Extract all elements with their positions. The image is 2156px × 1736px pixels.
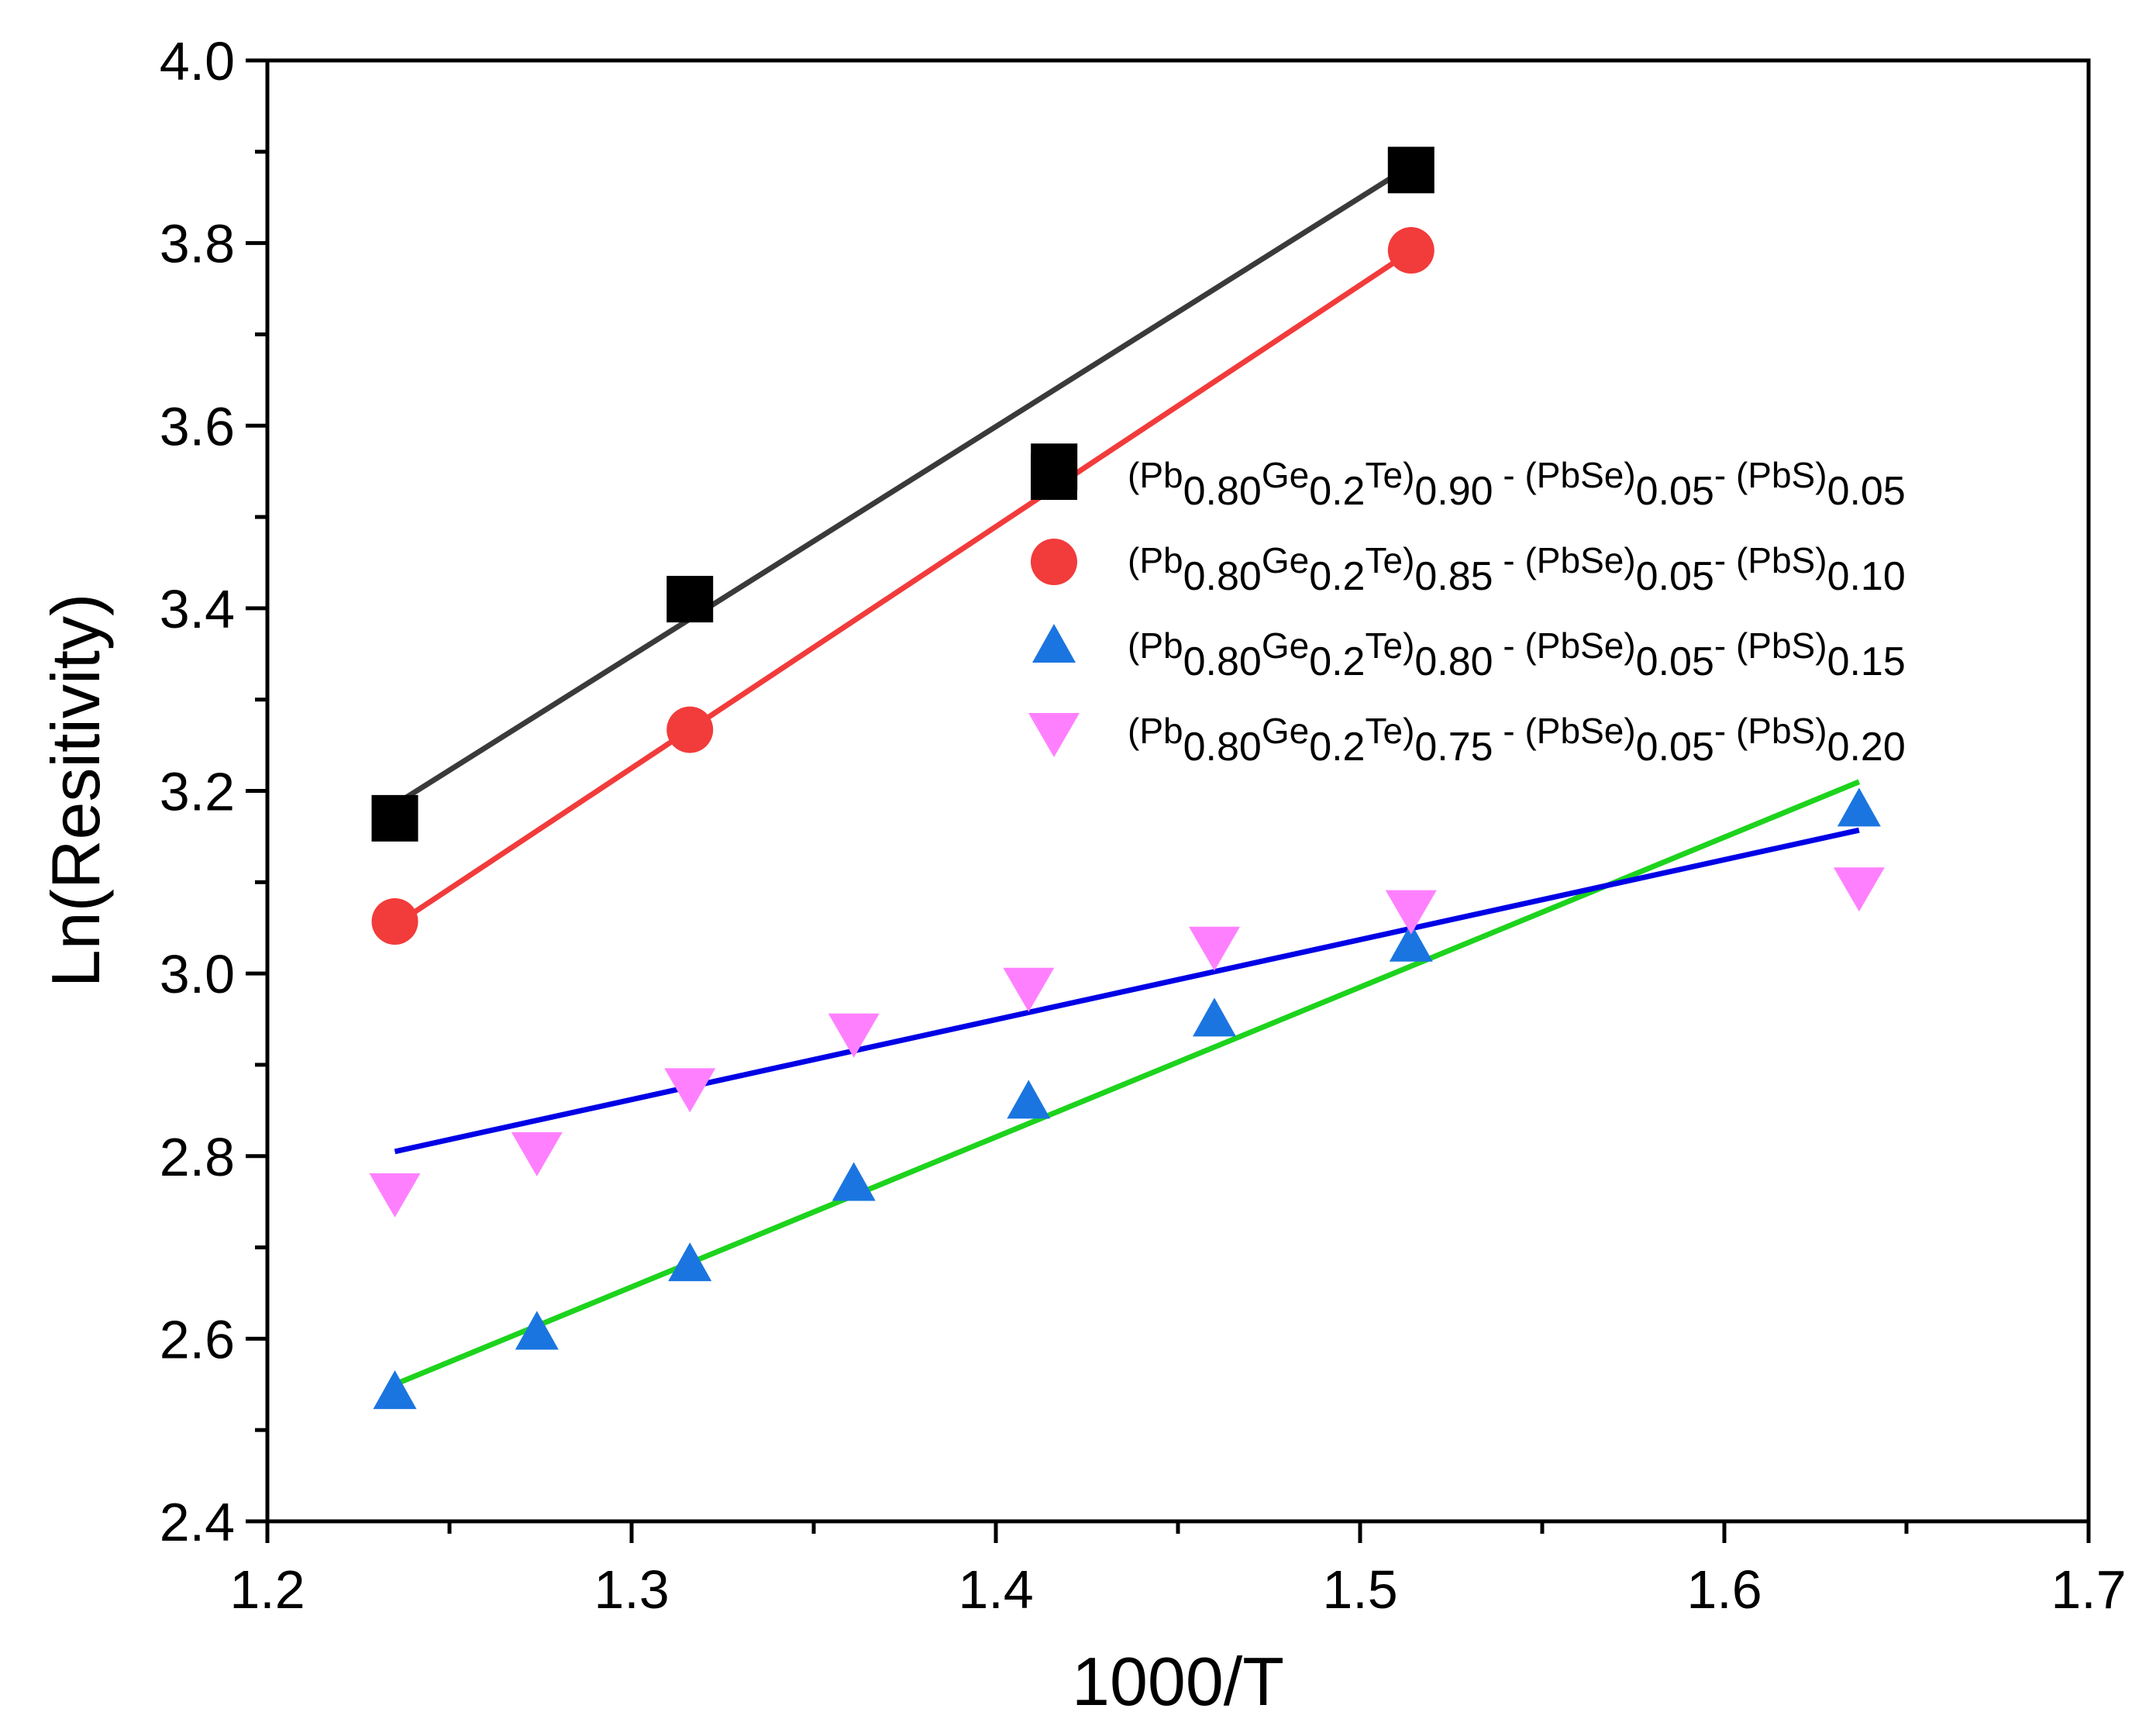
legend-text-part: - (PbSe) [1493,711,1636,751]
fit-line-1 [393,163,1413,808]
fit-lines [393,163,1861,1387]
legend-text-part: (Pb [1128,711,1183,751]
x-tick-label: 1.4 [958,1559,1033,1620]
legend-text-part: (Pb [1128,455,1183,495]
y-tick-label: 2.8 [160,1127,235,1187]
series-3-point [515,1311,559,1350]
fit-line-4 [394,827,1860,1155]
legend-marker-3 [1032,624,1076,663]
legend-subscript: 0.85 [1414,554,1493,599]
series-2-point [666,706,714,753]
legend-text-part: Ge [1262,711,1309,751]
series-4-point [664,1068,716,1113]
legend-subscript: 0.15 [1827,639,1906,684]
legend-subscript: 0.90 [1414,469,1493,514]
legend-subscript: 0.80 [1414,639,1493,684]
legend-subscript: 0.2 [1309,639,1365,684]
legend-text-part: - (PbSe) [1493,455,1636,495]
legend-text-part: Te) [1365,625,1414,666]
legend-marker-1 [1031,453,1077,500]
legend-text-part: - (PbS) [1714,540,1827,580]
legend-text-part: Te) [1365,455,1414,495]
legend-text-part: (Pb [1128,540,1183,580]
legend-subscript: 0.80 [1183,554,1262,599]
axis-ticks [246,58,2091,1543]
legend-subscript: 0.20 [1827,725,1906,770]
legend-marker-2 [1031,539,1077,585]
legend-subscript: 0.05 [1636,725,1714,770]
x-tick-label: 1.5 [1322,1559,1397,1620]
x-axis-title: 1000/T [1072,1643,1284,1720]
series-4-point [1833,867,1885,912]
fit-line-2 [393,249,1413,928]
legend-subscript: 0.75 [1414,725,1493,770]
series-3-point [1389,922,1433,962]
series-3-point [668,1242,712,1282]
legend-subscript: 0.2 [1309,554,1365,599]
x-tick-label: 1.6 [1686,1559,1762,1620]
legend-subscript: 0.2 [1309,725,1365,770]
legend-label-1: (Pb0.80Ge0.2Te)0.90 - (PbSe)0.05- (PbS)0… [1128,455,1906,514]
y-tick-label: 3.4 [160,579,235,639]
legend-marker-4 [1028,713,1080,757]
legend-subscript: 0.2 [1309,469,1365,514]
legend-text-part: (Pb [1128,625,1183,666]
legend-subscript: 0.80 [1183,469,1262,514]
legend-text-part: Te) [1365,711,1414,751]
x-tick-label: 1.2 [229,1559,305,1620]
series-4-point [828,1013,880,1058]
legend-subscript: 0.80 [1183,639,1262,684]
x-tick-label: 1.3 [594,1559,669,1620]
legend-text-part: Ge [1262,540,1309,580]
series-3-point [1837,787,1881,827]
series-4-point [1385,890,1437,935]
legend-subscript: 0.05 [1636,554,1714,599]
series-2-point [371,897,418,945]
series-3-point [832,1162,876,1201]
legend-text-part: - (PbS) [1714,455,1827,495]
series-2-point [1387,227,1434,274]
y-tick-label: 4.0 [160,31,235,91]
legend-text-part: Te) [1365,540,1414,580]
y-tick-label: 3.0 [160,944,235,1004]
series-3-point [373,1370,417,1410]
fit-line-3 [394,779,1861,1387]
series-1-point [666,576,714,623]
legend-subscript: 0.05 [1827,469,1906,514]
legend-label-4: (Pb0.80Ge0.2Te)0.75 - (PbSe)0.05- (PbS)0… [1128,711,1906,770]
legend-subscript: 0.05 [1636,639,1714,684]
series-4-point [369,1173,421,1218]
legend-text-part: - (PbSe) [1493,625,1636,666]
legend-subscript: 0.05 [1636,469,1714,514]
legend-text-part: Ge [1262,455,1309,495]
series-4-point [511,1132,563,1176]
legend: (Pb0.80Ge0.2Te)0.90 - (PbSe)0.05- (PbS)0… [1028,453,1906,770]
y-tick-label: 3.6 [160,396,235,456]
y-tick-label: 2.4 [160,1492,235,1552]
series-1-point [1387,146,1434,194]
series-4-point [1189,926,1240,971]
y-tick-label: 3.2 [160,762,235,822]
y-tick-label: 3.8 [160,214,235,274]
legend-subscript: 0.80 [1183,725,1262,770]
x-tick-label: 1.7 [2051,1559,2126,1620]
legend-text-part: - (PbS) [1714,711,1827,751]
y-tick-label: 2.6 [160,1309,235,1369]
series-3-point [1193,997,1236,1037]
series-4-point [1003,967,1055,1012]
y-axis-title: Ln(Resitivity) [37,594,114,988]
tick-labels: 1.2 1.3 1.4 1.5 1.6 1.7 2.4 2.6 2.8 3.0 3.2 3.4 3.6 3… [160,31,2127,1620]
data-markers [369,146,1885,1410]
legend-text-part: - (PbS) [1714,625,1827,666]
legend-subscript: 0.10 [1827,554,1906,599]
legend-label-3: (Pb0.80Ge0.2Te)0.80 - (PbSe)0.05- (PbS)0… [1128,625,1906,684]
legend-label-2: (Pb0.80Ge0.2Te)0.85 - (PbSe)0.05- (PbS)0… [1128,540,1906,599]
legend-text-part: Ge [1262,625,1309,666]
legend-text-part: - (PbSe) [1493,540,1636,580]
series-1-point [371,794,418,842]
plot-frame [265,58,2091,1524]
series-3-point [1007,1080,1051,1119]
